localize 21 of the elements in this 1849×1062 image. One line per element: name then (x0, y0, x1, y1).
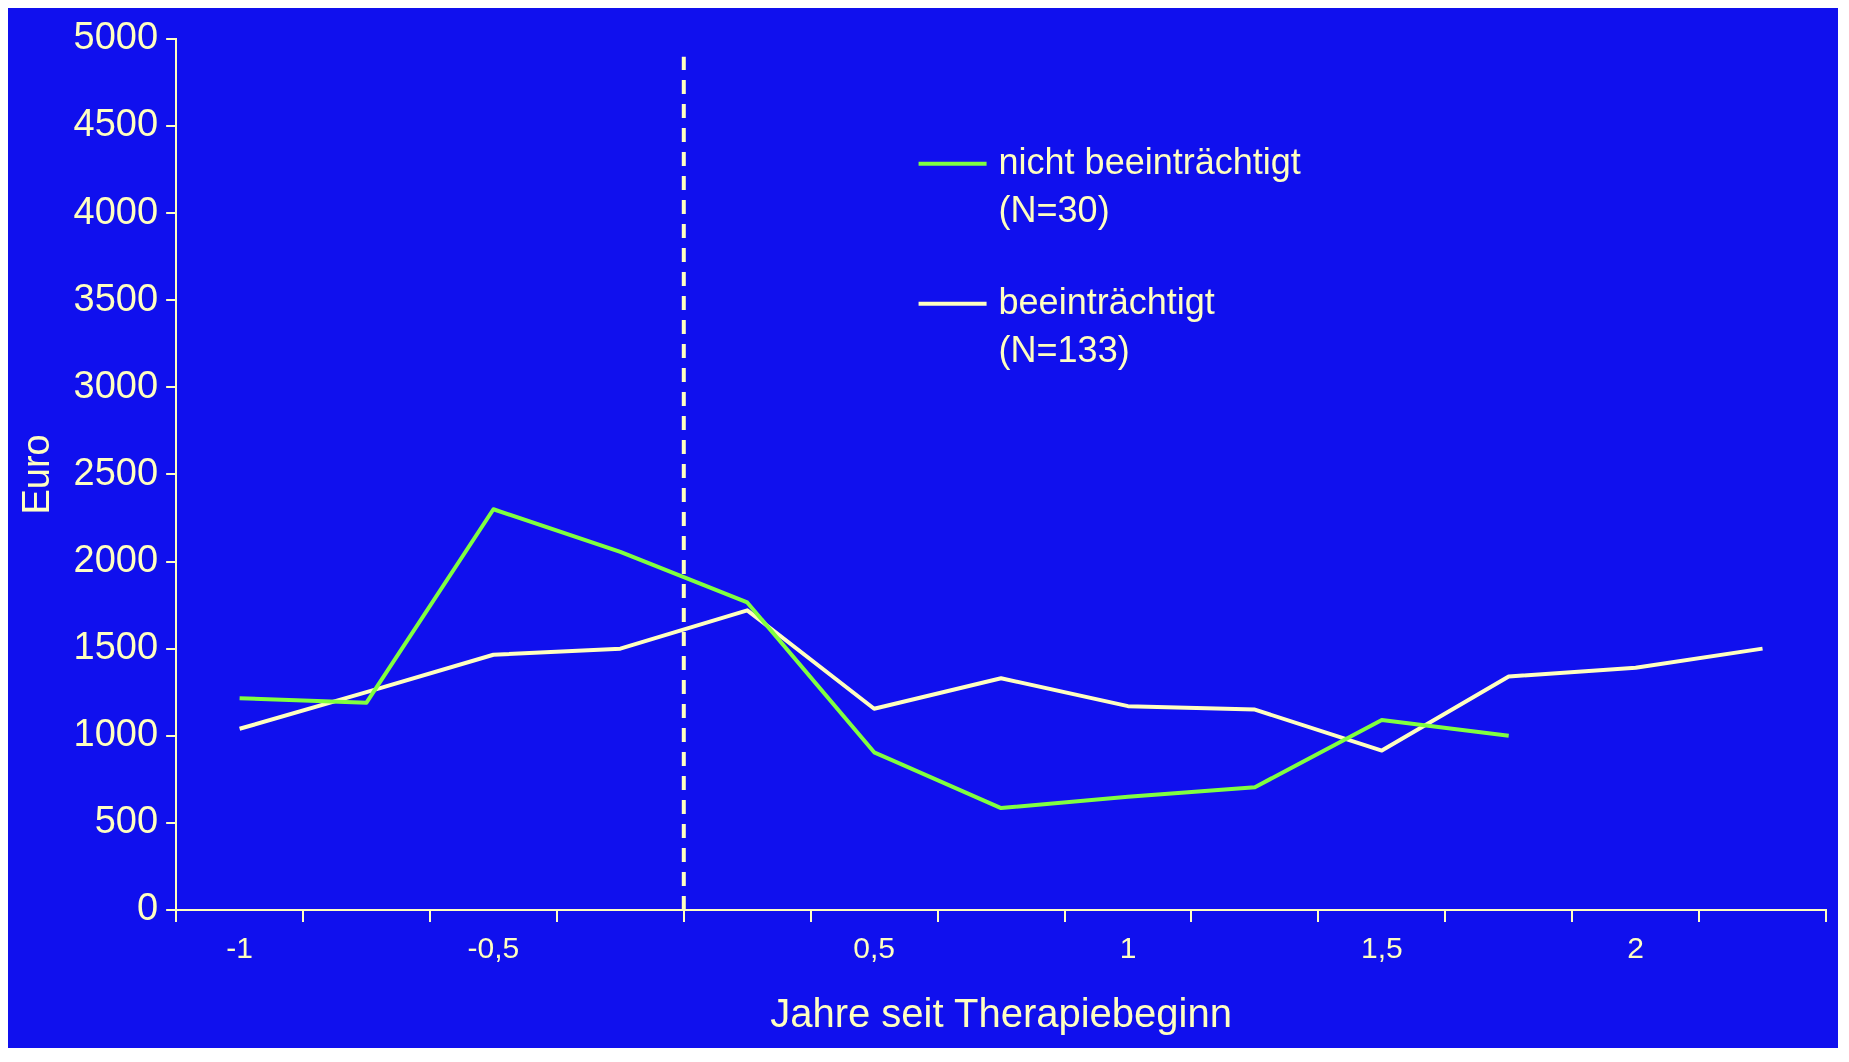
y-tick-label: 1500 (73, 625, 159, 668)
y-tick-label: 1000 (73, 712, 159, 755)
legend-label: beeinträchtigt (N=133) (998, 280, 1215, 370)
y-tick-label: 500 (94, 799, 159, 842)
y-tick-label: 2500 (73, 450, 159, 493)
x-tick-label: 1,5 (1360, 931, 1403, 965)
y-tick-label: 4500 (73, 102, 159, 145)
legend-label: nicht beeinträchtigt (N=30) (998, 140, 1301, 230)
x-tick-label: 2 (1627, 931, 1644, 965)
x-tick-label: -0,5 (467, 931, 520, 965)
y-tick-label: 5000 (73, 15, 159, 58)
y-tick-label: 3000 (73, 363, 159, 406)
y-axis-title: Euro (15, 434, 58, 515)
x-tick-label: 0,5 (853, 931, 896, 965)
x-tick-label: 1 (1119, 931, 1137, 965)
x-axis-title: Jahre seit Therapiebeginn (770, 991, 1232, 1036)
y-tick-label: 4000 (73, 189, 159, 232)
x-tick-label: -1 (226, 931, 253, 965)
y-tick-label: 0 (136, 886, 159, 929)
y-tick-label: 3500 (73, 276, 159, 319)
y-tick-label: 2000 (73, 538, 159, 580)
